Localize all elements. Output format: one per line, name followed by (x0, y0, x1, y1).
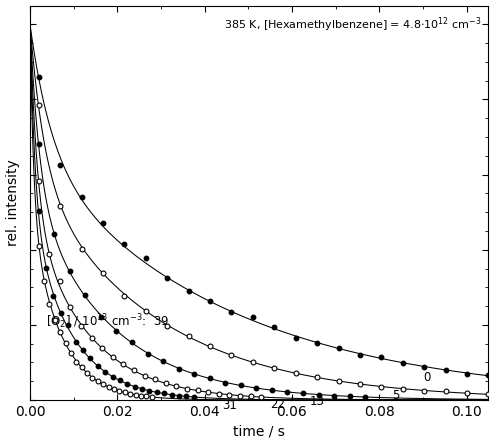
Text: 22: 22 (270, 398, 285, 411)
Text: 385 K, [Hexamethylbenzene] = 4.8$\cdot$10$^{12}$ cm$^{-3}$: 385 K, [Hexamethylbenzene] = 4.8$\cdot$1… (224, 16, 482, 34)
Y-axis label: rel. intensity: rel. intensity (5, 159, 20, 246)
Text: [O$_2$] / 10$^{13}$ cm$^{-3}$:  39: [O$_2$] / 10$^{13}$ cm$^{-3}$: 39 (46, 312, 169, 331)
X-axis label: time / s: time / s (233, 424, 285, 438)
Text: 0: 0 (423, 371, 430, 384)
Text: 5: 5 (392, 389, 400, 402)
Text: 13: 13 (309, 395, 324, 408)
Text: 31: 31 (222, 399, 237, 412)
